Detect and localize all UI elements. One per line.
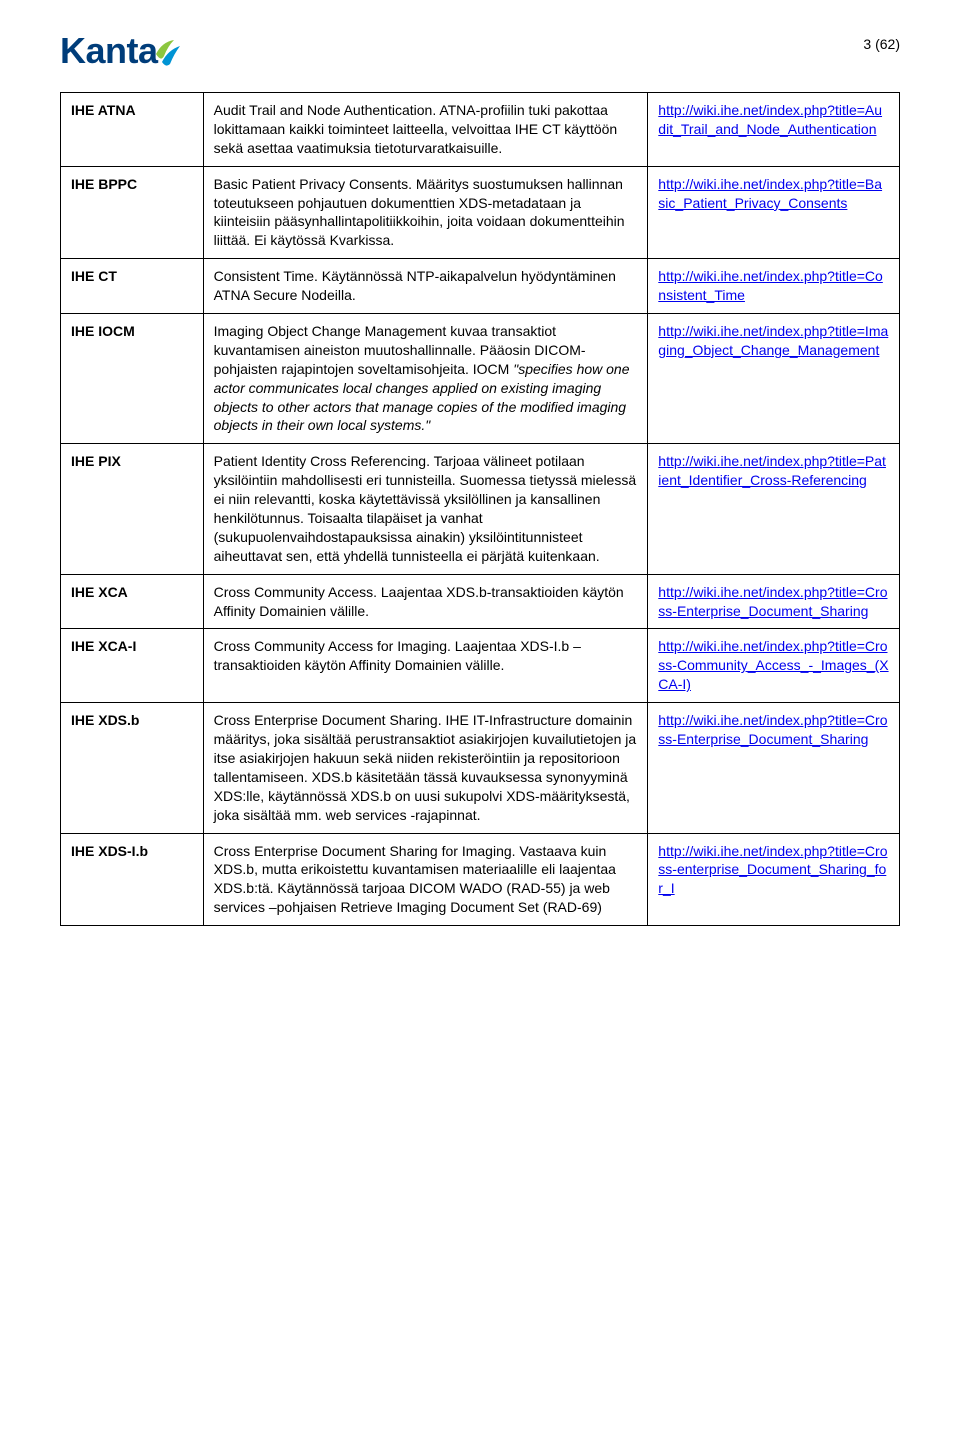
- description-cell: Cross Enterprise Document Sharing for Im…: [203, 833, 648, 926]
- term-cell: IHE XCA-I: [61, 629, 204, 703]
- description-text: Cross Community Access for Imaging. Laaj…: [214, 638, 581, 673]
- link-cell: http://wiki.ihe.net/index.php?title=Cros…: [648, 629, 900, 703]
- table-row: IHE XCA Cross Community Access. Laajentaa…: [61, 574, 900, 629]
- reference-link[interactable]: http://wiki.ihe.net/index.php?title=Cons…: [658, 268, 883, 303]
- description-text: Cross Enterprise Document Sharing. IHE I…: [214, 712, 637, 822]
- link-cell: http://wiki.ihe.net/index.php?title=Cros…: [648, 574, 900, 629]
- description-cell: Basic Patient Privacy Consents. Määritys…: [203, 166, 648, 259]
- term-cell: IHE PIX: [61, 444, 204, 574]
- table-row: IHE ATNAAudit Trail and Node Authenticat…: [61, 93, 900, 167]
- term-cell: IHE CT: [61, 259, 204, 314]
- description-text: Basic Patient Privacy Consents. Määritys…: [214, 176, 625, 249]
- description-cell: Patient Identity Cross Referencing. Tarj…: [203, 444, 648, 574]
- reference-link[interactable]: http://wiki.ihe.net/index.php?title=Cros…: [658, 843, 887, 897]
- reference-link[interactable]: http://wiki.ihe.net/index.php?title=Imag…: [658, 323, 888, 358]
- description-text: Cross Community Access. Laajentaa XDS.b-…: [214, 584, 624, 619]
- reference-link[interactable]: http://wiki.ihe.net/index.php?title=Cros…: [658, 712, 887, 747]
- table-row: IHE XCA-I Cross Community Access for Imag…: [61, 629, 900, 703]
- table-row: IHE CT Consistent Time. Käytännössä NTP-a…: [61, 259, 900, 314]
- reference-link[interactable]: http://wiki.ihe.net/index.php?title=Pati…: [658, 453, 886, 488]
- reference-link[interactable]: http://wiki.ihe.net/index.php?title=Audi…: [658, 102, 882, 137]
- term-cell: IHE ATNA: [61, 93, 204, 167]
- logo-swoosh-icon: [154, 36, 182, 66]
- table-row: IHE IOCMImaging Object Change Management…: [61, 314, 900, 444]
- reference-link[interactable]: http://wiki.ihe.net/index.php?title=Basi…: [658, 176, 882, 211]
- description-cell: Imaging Object Change Management kuvaa t…: [203, 314, 648, 444]
- link-cell: http://wiki.ihe.net/index.php?title=Pati…: [648, 444, 900, 574]
- description-cell: Audit Trail and Node Authentication. ATN…: [203, 93, 648, 167]
- description-cell: Cross Community Access. Laajentaa XDS.b-…: [203, 574, 648, 629]
- description-cell: Consistent Time. Käytännössä NTP-aikapal…: [203, 259, 648, 314]
- logo: Kanta: [60, 30, 182, 72]
- reference-link[interactable]: http://wiki.ihe.net/index.php?title=Cros…: [658, 584, 887, 619]
- term-cell: IHE XDS.b: [61, 703, 204, 833]
- table-row: IHE XDS-I.bCross Enterprise Document Sha…: [61, 833, 900, 926]
- table-row: IHE BPPCBasic Patient Privacy Consents. …: [61, 166, 900, 259]
- logo-text: Kanta: [60, 30, 158, 72]
- description-text: Consistent Time. Käytännössä NTP-aikapal…: [214, 268, 616, 303]
- table-row: IHE PIXPatient Identity Cross Referencin…: [61, 444, 900, 574]
- reference-link[interactable]: http://wiki.ihe.net/index.php?title=Cros…: [658, 638, 888, 692]
- description-text: Audit Trail and Node Authentication. ATN…: [214, 102, 618, 156]
- term-cell: IHE BPPC: [61, 166, 204, 259]
- link-cell: http://wiki.ihe.net/index.php?title=Imag…: [648, 314, 900, 444]
- description-text: Cross Enterprise Document Sharing for Im…: [214, 843, 616, 916]
- page-number: 3 (62): [863, 36, 900, 52]
- link-cell: http://wiki.ihe.net/index.php?title=Basi…: [648, 166, 900, 259]
- link-cell: http://wiki.ihe.net/index.php?title=Audi…: [648, 93, 900, 167]
- term-cell: IHE XDS-I.b: [61, 833, 204, 926]
- table-row: IHE XDS.bCross Enterprise Document Shari…: [61, 703, 900, 833]
- link-cell: http://wiki.ihe.net/index.php?title=Cros…: [648, 833, 900, 926]
- term-cell: IHE IOCM: [61, 314, 204, 444]
- page-header: Kanta 3 (62): [60, 30, 900, 72]
- description-text: Patient Identity Cross Referencing. Tarj…: [214, 453, 637, 563]
- term-cell: IHE XCA: [61, 574, 204, 629]
- link-cell: http://wiki.ihe.net/index.php?title=Cros…: [648, 703, 900, 833]
- description-cell: Cross Enterprise Document Sharing. IHE I…: [203, 703, 648, 833]
- definitions-table: IHE ATNAAudit Trail and Node Authenticat…: [60, 92, 900, 926]
- link-cell: http://wiki.ihe.net/index.php?title=Cons…: [648, 259, 900, 314]
- description-cell: Cross Community Access for Imaging. Laaj…: [203, 629, 648, 703]
